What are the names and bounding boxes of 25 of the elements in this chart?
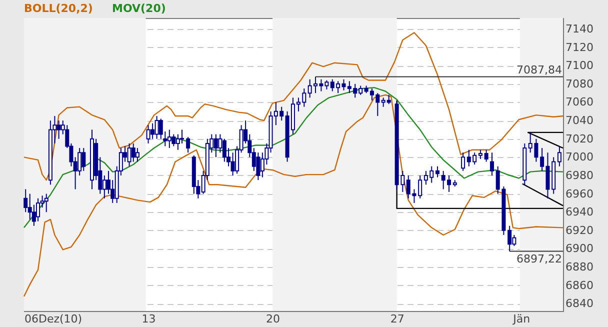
y-tick-label: 6940 <box>566 206 594 219</box>
annotation: 6897,22 <box>516 252 562 266</box>
y-tick-label: 7060 <box>566 96 594 109</box>
annotation: 7087,84 <box>516 64 562 77</box>
y-tick-label: 7140 <box>566 22 594 36</box>
y-tick-label: 7000 <box>566 150 594 164</box>
y-tick-label: 7020 <box>566 132 594 146</box>
y-tick-label: 6900 <box>566 242 594 256</box>
y-tick-label: 6960 <box>566 187 594 200</box>
y-tick-label: 6880 <box>566 260 594 274</box>
y-tick-label: 7080 <box>566 77 594 90</box>
text: BOLL(20,2) <box>24 2 93 15</box>
x-tick-label: 13 <box>142 312 156 326</box>
x-tick-label: 27 <box>390 312 404 326</box>
y-tick-label: 7040 <box>566 114 594 128</box>
x-tick-label: Jän <box>512 312 530 326</box>
text: MOV(20) <box>112 2 166 15</box>
y-tick-label: 6980 <box>566 168 594 182</box>
y-tick-label: 6860 <box>566 278 594 292</box>
y-tick-label: 6920 <box>566 224 594 237</box>
y-tick-label: 6840 <box>566 297 594 310</box>
x-tick-label: 06Dez(10) <box>24 312 82 326</box>
y-tick-label: 7120 <box>566 40 594 54</box>
x-tick-label: 20 <box>266 312 280 326</box>
y-tick-label: 7100 <box>566 59 594 72</box>
